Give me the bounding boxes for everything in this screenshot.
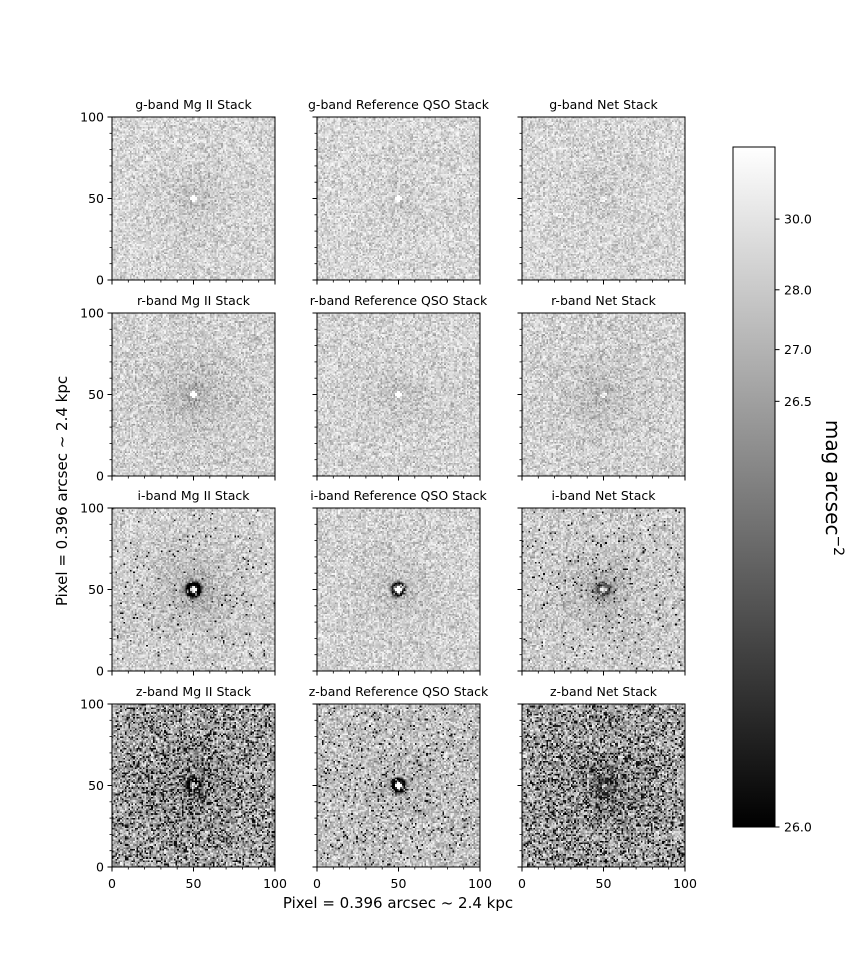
panel-title: z-band Reference QSO Stack [309,684,489,699]
panel-r-ref: r-band Reference QSO Stack [310,293,488,481]
y-tick-label: 100 [80,501,104,516]
panel-i-net: i-band Net Stack [517,488,686,676]
x-tick-label: 100 [673,876,697,891]
panel-title: i-band Net Stack [552,488,657,503]
y-tick-label: 0 [96,469,104,484]
panel-title: g-band Reference QSO Stack [308,97,490,112]
panel-z-mgii: z-band Mg II Stack 0 50 100 0 50 100 [80,684,287,891]
panel-g-net: g-band Net Stack [517,97,686,285]
panel-title: i-band Mg II Stack [137,488,250,503]
x-tick-label: 100 [468,876,492,891]
panel-title: g-band Mg II Stack [135,97,252,112]
heatmap-image [317,313,480,476]
y-tick-label: 100 [80,110,104,125]
heatmap-image [522,508,685,671]
x-tick-label: 0 [518,876,526,891]
y-axis-label: Pixel = 0.396 arcsec ~ 2.4 kpc [53,376,71,606]
colorbar-tick-label: 30.0 [784,212,812,227]
heatmap-image [522,117,685,280]
y-tick-label: 0 [96,273,104,288]
heatmap-image [317,704,480,867]
panel-i-ref: i-band Reference QSO Stack [310,488,488,676]
panel-title: z-band Net Stack [550,684,658,699]
panel-g-ref: g-band Reference QSO Stack [308,97,490,285]
y-tick-label: 50 [88,778,104,793]
panel-z-net: z-band Net Stack 0 50 100 [517,684,697,891]
x-tick-label: 0 [108,876,116,891]
y-tick-label: 0 [96,664,104,679]
heatmap-image [317,117,480,280]
panel-r-mgii: r-band Mg II Stack 0 50 100 [80,293,276,484]
x-tick-label: 0 [313,876,321,891]
heatmap-image [317,508,480,671]
colorbar-tick-label: 28.0 [784,282,812,297]
panel-g-mgii: g-band Mg II Stack 0 50 100 [80,97,276,288]
heatmap-image [112,704,275,867]
colorbar-frame [732,146,776,828]
heatmap-image [112,313,275,476]
heatmap-image [112,508,275,671]
colorbar-gradient [733,147,775,827]
panel-z-ref: z-band Reference QSO Stack 0 50 100 [309,684,492,891]
y-tick-label: 100 [80,697,104,712]
colorbar-tick-label: 27.0 [784,342,812,357]
x-tick-label: 100 [263,876,287,891]
heatmap-image [522,313,685,476]
panel-title: g-band Net Stack [549,97,658,112]
y-tick-label: 50 [88,582,104,597]
x-tick-label: 50 [186,876,202,891]
x-tick-label: 50 [596,876,612,891]
colorbar-label-exponent: −2 [830,535,846,556]
heatmap-image [522,704,685,867]
panel-title: r-band Net Stack [551,293,657,308]
y-tick-label: 100 [80,306,104,321]
panel-title: r-band Reference QSO Stack [310,293,488,308]
y-tick-label: 50 [88,191,104,206]
heatmap-image [112,117,275,280]
colorbar-tick-label: 26.5 [784,394,812,409]
y-tick-label: 50 [88,387,104,402]
panel-title: i-band Reference QSO Stack [310,488,487,503]
y-tick-label: 0 [96,860,104,875]
x-tick-label: 50 [391,876,407,891]
panel-title: r-band Mg II Stack [137,293,251,308]
panel-title: z-band Mg II Stack [136,684,252,699]
panel-i-mgii: i-band Mg II Stack 0 50 100 [80,488,276,679]
colorbar-label-text: mag arcsec [821,420,845,536]
x-axis-label: Pixel = 0.396 arcsec ~ 2.4 kpc [283,894,513,912]
heatmap-panels: g-band Mg II Stack 0 50 100 g-band Reference… [80,97,697,891]
colorbar-label: mag arcsec−2 [821,420,846,556]
colorbar: 26.0 26.5 27.0 28.0 30.0 mag arcsec−2 [732,146,846,835]
colorbar-tick-label: 26.0 [784,820,812,835]
panel-r-net: r-band Net Stack [517,293,686,481]
